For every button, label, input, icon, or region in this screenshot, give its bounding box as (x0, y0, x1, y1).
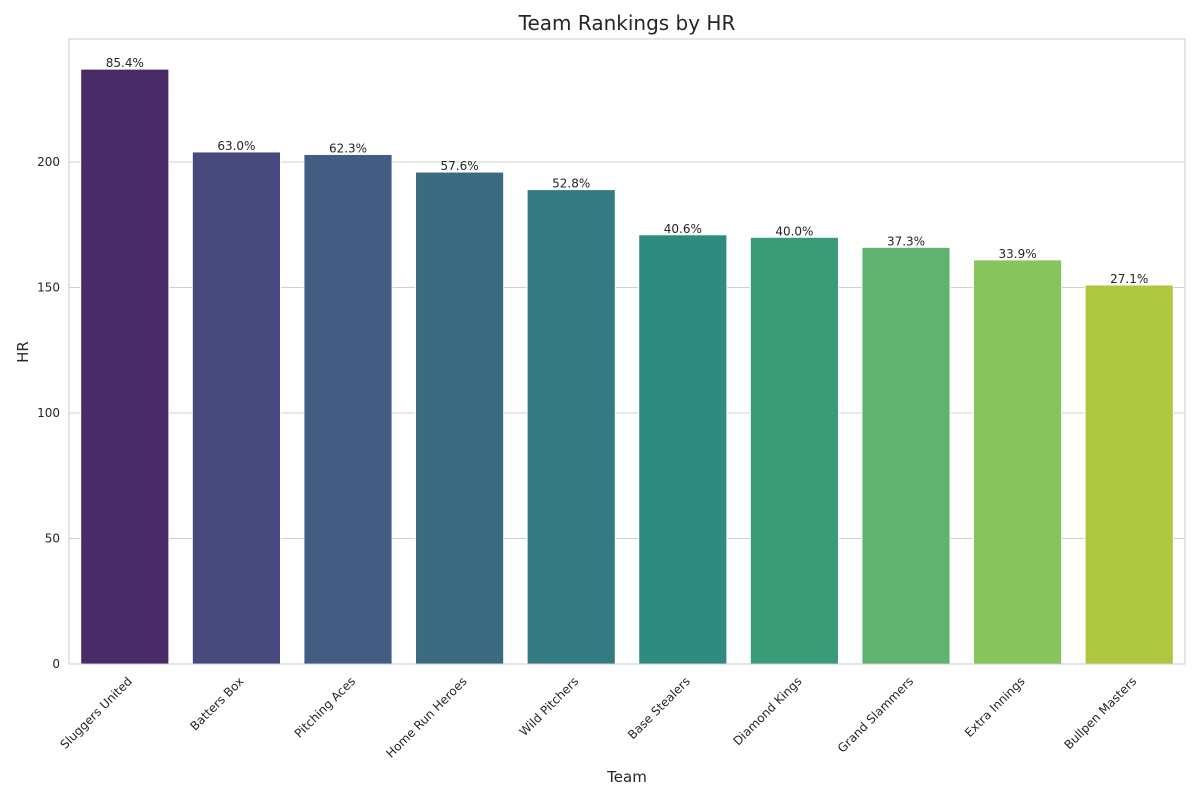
bar-data-label: 27.1% (1110, 272, 1148, 286)
bar (861, 246, 951, 665)
bars (80, 68, 1174, 665)
bar (638, 234, 728, 665)
x-tick-label: Sluggers United (57, 674, 135, 752)
bar-data-label: 57.6% (441, 159, 479, 173)
bar (749, 236, 839, 665)
x-tick-label: Pitching Aces (292, 674, 358, 740)
x-tick-label: Batters Box (187, 674, 246, 733)
x-axis-ticks: Sluggers United Batters Box Pitching Aces H… (57, 674, 1139, 760)
y-tick-label: 0 (52, 657, 60, 671)
bar (191, 151, 281, 665)
bar-data-label: 85.4% (106, 56, 144, 70)
x-tick-label: Bullpen Masters (1061, 674, 1139, 752)
bar (303, 153, 393, 665)
bar-data-label: 33.9% (999, 247, 1037, 261)
bar-data-label: 40.0% (775, 224, 813, 238)
bar-data-label: 63.0% (217, 139, 255, 153)
x-axis-title: Team (606, 768, 647, 786)
x-tick-label: Base Stealers (625, 674, 693, 742)
bar (526, 189, 616, 665)
y-tick-label: 150 (37, 280, 60, 294)
plot-frame (68, 38, 1186, 665)
bar-data-label: 40.6% (664, 222, 702, 236)
bar-data-label: 62.3% (329, 141, 367, 155)
y-axis-ticks: 0 50 100 150 200 (37, 155, 60, 671)
bar (80, 68, 170, 665)
y-tick-label: 100 (37, 406, 60, 420)
bar (973, 259, 1063, 665)
bar (1084, 284, 1174, 665)
y-tick-label: 50 (45, 531, 60, 545)
x-tick-label: Home Run Heroes (383, 674, 469, 760)
y-axis-title: HR (14, 341, 32, 363)
y-tick-label: 200 (37, 155, 60, 169)
x-tick-label: Diamond Kings (730, 674, 804, 748)
bar-data-label: 52.8% (552, 177, 590, 191)
x-tick-label: Extra Innings (962, 674, 1028, 740)
chart-title: Team Rankings by HR (518, 11, 736, 35)
x-tick-label: Grand Slammers (835, 674, 916, 755)
x-tick-label: Wild Pitchers (517, 674, 582, 739)
bar (415, 171, 505, 665)
data-labels: 85.4% 63.0% 62.3% 57.6% 52.8% 40.6% 40.0% 37.3%… (106, 56, 1149, 286)
bar-data-label: 37.3% (887, 234, 925, 248)
